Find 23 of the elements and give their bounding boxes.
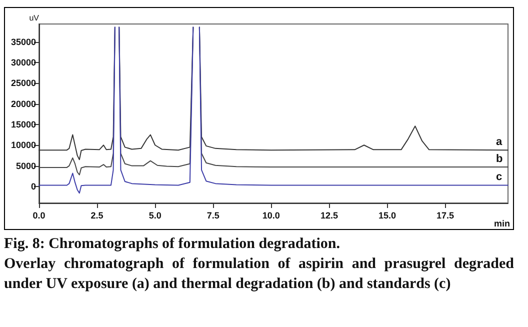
y-tick-label: 25000 <box>10 78 36 88</box>
y-axis-title: uV <box>29 14 40 22</box>
series-label: b <box>496 153 503 166</box>
x-tick-label: 7.5 <box>206 210 220 220</box>
y-tick-label: 5000 <box>16 160 36 171</box>
x-tick-label: 12.5 <box>320 210 338 220</box>
y-tick-label: 20000 <box>10 98 36 109</box>
x-tick-label: 10.0 <box>262 210 280 220</box>
x-tick-label: 0.0 <box>32 210 46 220</box>
series-label: a <box>496 136 503 148</box>
x-tick-label: 2.5 <box>90 210 104 220</box>
x-tick-label: 5.0 <box>148 210 162 220</box>
y-tick-label: 10000 <box>10 140 36 150</box>
y-tick-label: 30000 <box>10 57 36 68</box>
y-tick-label: 35000 <box>10 36 36 47</box>
x-axis-title: min <box>494 218 510 228</box>
text: Fig. 8: Chromatographs of formulation degradation. <box>4 235 341 254</box>
text: Overlay chromatograph of formulation of aspirin and prasugrel degraded under UV exposure (a) and thermal degradation (b) and standards (c) <box>4 255 514 294</box>
series-label: c <box>496 171 502 184</box>
y-tick-label: 0 <box>30 181 36 192</box>
x-tick-label: 15.0 <box>378 210 396 220</box>
y-tick-label: 15000 <box>10 119 36 130</box>
x-tick-label: 17.5 <box>436 210 454 220</box>
